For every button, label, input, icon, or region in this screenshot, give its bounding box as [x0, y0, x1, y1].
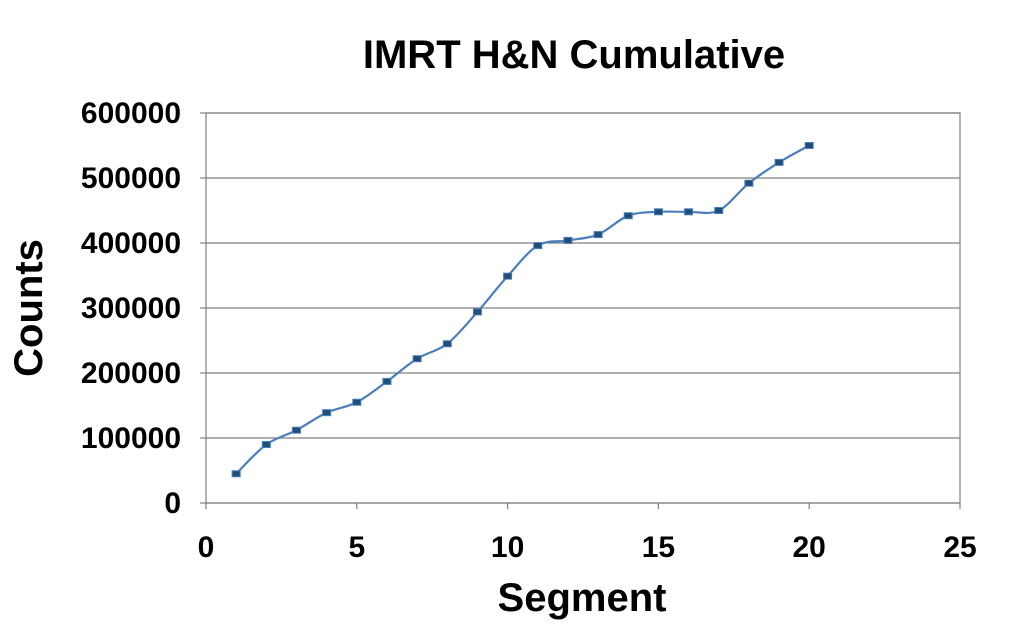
- data-point: [744, 179, 754, 187]
- data-point: [231, 470, 241, 478]
- y-tick-label: 600000: [81, 97, 181, 130]
- data-point: [623, 212, 633, 220]
- series-markers: [231, 142, 814, 478]
- data-point: [593, 231, 603, 239]
- x-tick-label: 10: [491, 531, 524, 564]
- data-point: [684, 208, 694, 216]
- data-point: [533, 242, 543, 250]
- y-tick-label: 400000: [81, 227, 181, 260]
- data-point: [804, 142, 814, 149]
- y-axis: 0 100000 200000 300000 400000 500000 600000: [81, 97, 206, 520]
- y-tick-label: 100000: [81, 422, 181, 455]
- data-point: [714, 207, 724, 214]
- data-point: [563, 236, 573, 244]
- chart-title: IMRT H&N Cumulative: [363, 33, 785, 77]
- x-tick-label: 5: [348, 531, 365, 564]
- y-axis-title: Counts: [7, 239, 51, 377]
- x-tick-label: 15: [642, 531, 675, 564]
- data-point: [774, 158, 784, 166]
- data-point: [322, 409, 332, 417]
- y-tick-label: 200000: [81, 357, 181, 390]
- y-tick-label: 500000: [81, 162, 181, 195]
- y-tick-label: 300000: [81, 292, 181, 325]
- x-tick-label: 20: [793, 531, 826, 564]
- x-axis: 0 5 10 15 20 25: [198, 503, 977, 564]
- data-point: [472, 308, 482, 316]
- grid-lines: [206, 112, 960, 504]
- data-point: [291, 426, 301, 434]
- x-tick-label: 0: [198, 531, 215, 564]
- x-tick-label: 25: [943, 531, 976, 564]
- x-axis-title: Segment: [498, 576, 667, 620]
- data-point: [653, 208, 663, 216]
- data-point: [352, 398, 362, 406]
- data-point: [503, 272, 513, 280]
- data-point: [412, 355, 422, 363]
- data-point: [261, 441, 271, 448]
- data-point: [442, 340, 452, 348]
- data-point: [382, 377, 392, 385]
- y-tick-label: 0: [164, 487, 181, 520]
- series-line: [235, 144, 810, 475]
